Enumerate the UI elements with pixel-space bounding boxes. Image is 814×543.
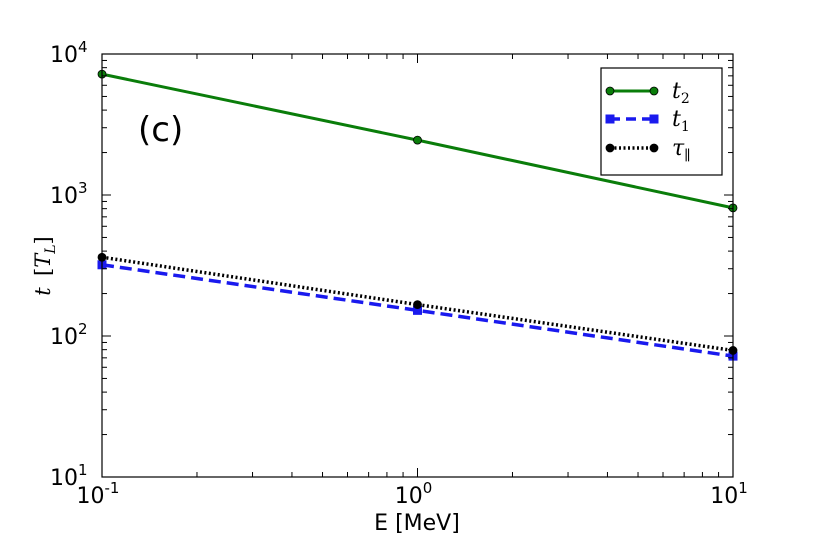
x-tick-label: 101 (710, 479, 748, 509)
y-axis-label: t [TL] (31, 236, 59, 295)
legend-frame (600, 67, 723, 176)
y-tick-label: 102 (50, 320, 88, 350)
legend-label-t1: t1 (672, 107, 690, 135)
series-tau_parallel (97, 252, 738, 355)
series-line-tau_parallel (101, 255, 734, 353)
y-tick-label: 101 (50, 461, 88, 491)
series-line-t1 (101, 263, 734, 358)
y-axis-label-close: ] (31, 236, 55, 244)
y-tick-label: 104 (50, 38, 88, 68)
legend-entry-t2: t2 (605, 79, 690, 107)
tick-layer (101, 53, 734, 478)
y-axis-label-unit-sub: L (43, 244, 59, 254)
data-point-tau_parallel (413, 300, 422, 309)
legend-label-tau_parallel: τ∥ (672, 136, 691, 164)
y-axis-label-unit: T (31, 252, 55, 268)
legend-label-t2: t2 (672, 79, 690, 107)
svg-text:t [TL]: t [TL] (31, 236, 59, 295)
legend-marker-tau_parallel (649, 143, 659, 153)
y-axis-label-open: [ (31, 268, 55, 276)
legend-marker-t1 (605, 114, 615, 124)
x-axis-label: E [MeV] (374, 511, 460, 536)
y-axis-label-var: t (31, 287, 55, 296)
legend-entry-t1: t1 (605, 107, 690, 135)
x-tick-label: 10-1 (77, 479, 120, 509)
data-point-t2 (413, 135, 422, 145)
legend-entry-tau_parallel: τ∥ (605, 136, 691, 164)
x-tick-label: 100 (395, 479, 433, 509)
legend-marker-t2 (605, 86, 615, 96)
y-tick-label: 103 (50, 179, 88, 209)
legend-marker-tau_parallel (605, 143, 615, 153)
panel-label: (c) (138, 110, 183, 150)
legend-marker-t1 (649, 114, 659, 124)
legend-marker-t2 (649, 86, 659, 96)
series-t1 (97, 260, 738, 361)
